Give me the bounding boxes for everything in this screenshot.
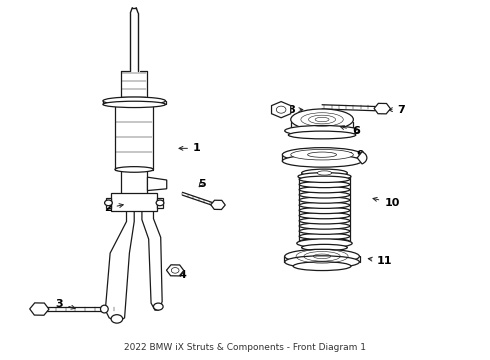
- Ellipse shape: [299, 192, 350, 198]
- Circle shape: [111, 315, 122, 323]
- Polygon shape: [142, 211, 162, 310]
- Ellipse shape: [282, 155, 362, 167]
- Ellipse shape: [317, 171, 332, 175]
- Ellipse shape: [302, 169, 347, 177]
- Text: 3: 3: [56, 299, 75, 309]
- Ellipse shape: [103, 97, 166, 105]
- Ellipse shape: [282, 148, 362, 162]
- Ellipse shape: [285, 249, 359, 264]
- Circle shape: [276, 106, 286, 113]
- Circle shape: [153, 303, 163, 310]
- Text: 11: 11: [368, 256, 392, 266]
- Circle shape: [156, 200, 164, 206]
- Ellipse shape: [302, 244, 347, 251]
- Text: 4: 4: [178, 270, 186, 280]
- Ellipse shape: [299, 207, 350, 213]
- Ellipse shape: [291, 149, 353, 160]
- Ellipse shape: [115, 167, 153, 172]
- Polygon shape: [147, 177, 167, 190]
- Ellipse shape: [299, 197, 350, 203]
- Wedge shape: [357, 152, 367, 164]
- Ellipse shape: [291, 109, 353, 130]
- Ellipse shape: [299, 233, 350, 239]
- Ellipse shape: [299, 228, 350, 234]
- Text: 6: 6: [340, 126, 360, 136]
- Text: 2022 BMW iX Struts & Components - Front Diagram 1: 2022 BMW iX Struts & Components - Front …: [124, 343, 366, 352]
- Text: 1: 1: [179, 143, 201, 153]
- Ellipse shape: [100, 305, 108, 313]
- Ellipse shape: [299, 238, 350, 245]
- Text: 9: 9: [347, 150, 365, 161]
- Ellipse shape: [297, 239, 352, 248]
- Ellipse shape: [103, 101, 166, 108]
- Ellipse shape: [288, 131, 356, 139]
- Ellipse shape: [293, 262, 351, 271]
- Ellipse shape: [285, 126, 359, 136]
- Ellipse shape: [299, 186, 350, 193]
- Ellipse shape: [299, 212, 350, 219]
- Ellipse shape: [298, 172, 351, 180]
- Ellipse shape: [299, 202, 350, 208]
- Ellipse shape: [285, 256, 359, 268]
- Ellipse shape: [299, 181, 350, 188]
- Text: 2: 2: [104, 203, 123, 213]
- Bar: [157, 198, 163, 208]
- Text: 7: 7: [389, 105, 405, 115]
- Bar: [105, 198, 111, 208]
- Text: 5: 5: [198, 179, 205, 189]
- Ellipse shape: [299, 218, 350, 224]
- Ellipse shape: [299, 223, 350, 229]
- Circle shape: [104, 200, 112, 206]
- Bar: [111, 193, 157, 211]
- Polygon shape: [105, 211, 134, 321]
- Text: 10: 10: [373, 197, 400, 208]
- Ellipse shape: [299, 176, 350, 183]
- Circle shape: [172, 267, 179, 273]
- Ellipse shape: [308, 152, 337, 157]
- Text: 8: 8: [287, 105, 303, 115]
